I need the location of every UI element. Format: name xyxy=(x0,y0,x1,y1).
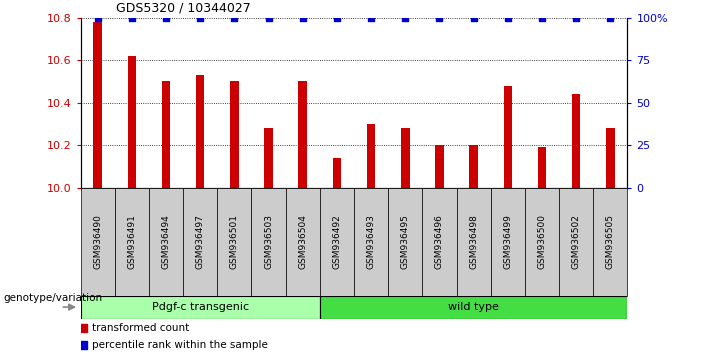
Bar xyxy=(230,81,238,188)
Text: GSM936493: GSM936493 xyxy=(367,214,376,269)
Point xyxy=(434,15,445,21)
Bar xyxy=(503,86,512,188)
Point xyxy=(236,280,247,285)
Bar xyxy=(252,188,286,296)
Bar xyxy=(401,128,409,188)
Text: GSM936502: GSM936502 xyxy=(571,214,580,269)
Bar xyxy=(299,81,307,188)
Text: percentile rank within the sample: percentile rank within the sample xyxy=(92,340,267,350)
Text: GSM936504: GSM936504 xyxy=(298,214,307,269)
Bar xyxy=(81,296,320,319)
Bar xyxy=(81,188,115,296)
Text: GSM936497: GSM936497 xyxy=(196,214,205,269)
Bar xyxy=(538,147,546,188)
Bar xyxy=(93,22,102,188)
Bar xyxy=(162,81,170,188)
Bar xyxy=(264,128,273,188)
Point xyxy=(365,15,376,21)
Text: GSM936494: GSM936494 xyxy=(161,214,170,269)
Bar xyxy=(422,188,456,296)
Point xyxy=(92,15,103,21)
Bar xyxy=(367,124,375,188)
Text: GSM936503: GSM936503 xyxy=(264,214,273,269)
Bar xyxy=(196,75,205,188)
Point xyxy=(571,15,582,21)
Text: genotype/variation: genotype/variation xyxy=(4,293,102,303)
Text: GSM936491: GSM936491 xyxy=(128,214,137,269)
Point xyxy=(263,15,274,21)
Bar xyxy=(115,188,149,296)
Point xyxy=(236,123,247,129)
Text: GSM936492: GSM936492 xyxy=(332,214,341,269)
Point xyxy=(502,15,513,21)
Bar xyxy=(320,188,354,296)
Point xyxy=(400,15,411,21)
Bar xyxy=(286,188,320,296)
Bar xyxy=(320,296,627,319)
Bar xyxy=(128,56,136,188)
Bar xyxy=(470,145,478,188)
Bar xyxy=(559,188,593,296)
Point xyxy=(126,15,137,21)
Bar xyxy=(149,188,183,296)
Point xyxy=(297,15,308,21)
Text: GSM936495: GSM936495 xyxy=(401,214,410,269)
Text: GSM936496: GSM936496 xyxy=(435,214,444,269)
Point xyxy=(605,15,616,21)
Bar xyxy=(333,158,341,188)
Bar xyxy=(217,188,252,296)
Bar xyxy=(354,188,388,296)
Text: GSM936499: GSM936499 xyxy=(503,214,512,269)
Bar xyxy=(525,188,559,296)
Text: Pdgf-c transgenic: Pdgf-c transgenic xyxy=(151,302,249,312)
Text: transformed count: transformed count xyxy=(92,322,189,332)
Text: GSM936500: GSM936500 xyxy=(538,214,547,269)
Text: GSM936490: GSM936490 xyxy=(93,214,102,269)
Bar xyxy=(491,188,525,296)
Bar xyxy=(435,145,444,188)
Point xyxy=(332,15,343,21)
Bar xyxy=(183,188,217,296)
Bar xyxy=(572,94,580,188)
Bar xyxy=(456,188,491,296)
Point xyxy=(468,15,479,21)
Bar xyxy=(388,188,422,296)
Point xyxy=(161,15,172,21)
Text: GDS5320 / 10344027: GDS5320 / 10344027 xyxy=(116,1,250,14)
Point xyxy=(229,15,240,21)
Bar xyxy=(606,128,615,188)
Text: wild type: wild type xyxy=(448,302,499,312)
Text: GSM936501: GSM936501 xyxy=(230,214,239,269)
Bar xyxy=(593,188,627,296)
Point xyxy=(536,15,547,21)
Text: GSM936498: GSM936498 xyxy=(469,214,478,269)
Text: GSM936505: GSM936505 xyxy=(606,214,615,269)
Point xyxy=(195,15,206,21)
